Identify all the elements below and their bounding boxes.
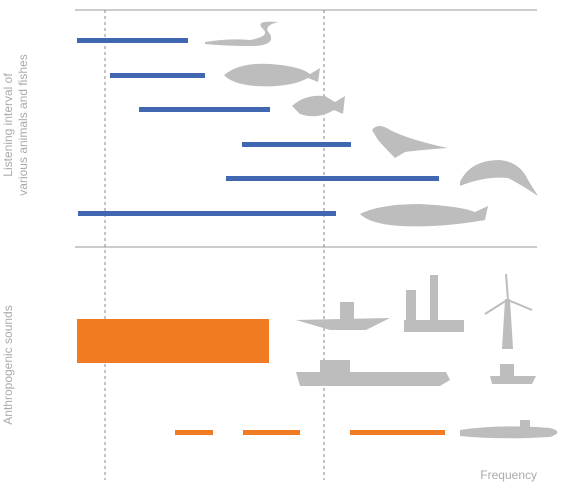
interval-bar — [110, 73, 205, 78]
interval-bar — [242, 142, 351, 147]
turbine-icon — [484, 273, 533, 349]
sound-bar — [350, 430, 445, 435]
ship-icon — [296, 360, 450, 386]
submarine-icon — [460, 420, 558, 439]
animals-label: various animals and fishes — [16, 54, 30, 195]
dolphin-icon — [460, 160, 538, 196]
x-axis-label: Frequency — [480, 468, 537, 482]
fish-icon — [292, 95, 345, 117]
interval-bar — [78, 211, 336, 216]
anthropogenic-label: Anthropogenic sounds — [1, 305, 15, 424]
sound-bar — [77, 319, 269, 363]
cod-icon — [224, 63, 320, 87]
interval-bar — [139, 107, 270, 112]
sound-bar — [243, 430, 300, 435]
interval-bar — [226, 176, 439, 181]
interval-bar — [77, 38, 188, 43]
platform-icon — [296, 302, 390, 330]
eel-icon — [205, 21, 278, 46]
seal-icon — [372, 126, 448, 158]
rig-icon — [404, 275, 464, 332]
whale-icon — [360, 204, 488, 227]
sound-bar — [175, 430, 213, 435]
boat-icon — [490, 364, 536, 384]
animals-label: Listening interval of — [1, 73, 15, 177]
